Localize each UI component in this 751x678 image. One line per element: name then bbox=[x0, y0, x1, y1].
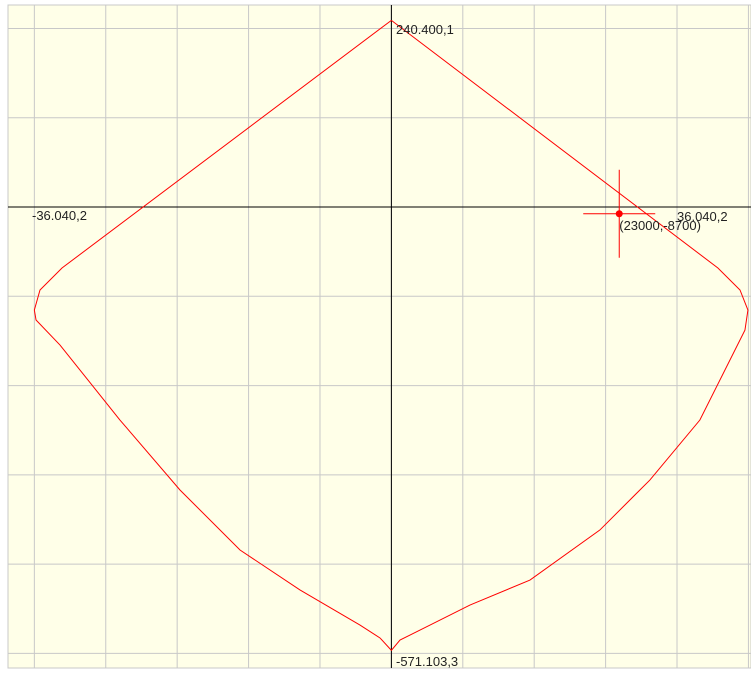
annotation: 36.040,2 bbox=[677, 209, 728, 224]
marker-point bbox=[615, 210, 623, 218]
annotation: -571.103,3 bbox=[396, 654, 458, 669]
plot-background bbox=[7, 4, 751, 669]
annotation: 240.400,1 bbox=[396, 22, 454, 37]
annotation: -36.040,2 bbox=[32, 208, 87, 223]
curve bbox=[33, 19, 749, 652]
marker-label: (23000,-8700) bbox=[619, 218, 701, 233]
